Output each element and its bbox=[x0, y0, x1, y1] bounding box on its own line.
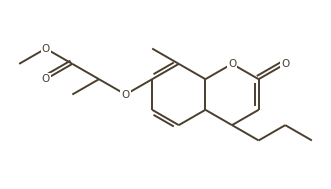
Text: O: O bbox=[228, 59, 236, 69]
Text: O: O bbox=[281, 59, 289, 69]
Text: O: O bbox=[121, 90, 130, 99]
Text: O: O bbox=[42, 74, 50, 84]
Text: O: O bbox=[42, 43, 50, 53]
